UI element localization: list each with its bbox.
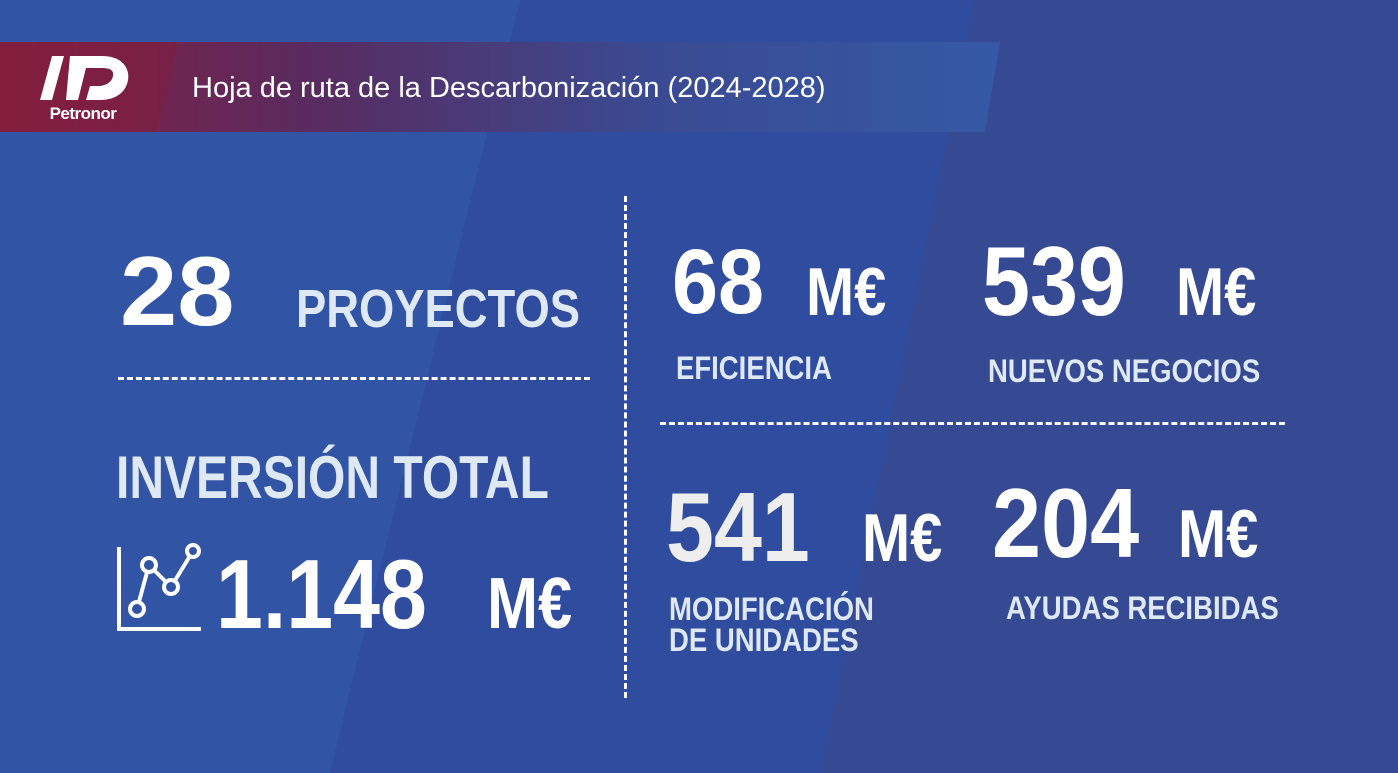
petronor-logo-icon [40, 56, 129, 100]
efficiency-unit: M€ [806, 254, 887, 330]
vertical-divider [624, 196, 627, 698]
line-chart-icon [117, 543, 201, 631]
unit-modification-label-line1: MODIFICACIÓN [669, 591, 874, 627]
investment-unit: M€ [487, 564, 573, 644]
projects-label: PROYECTOS [296, 279, 580, 339]
efficiency-label: EFICIENCIA [676, 350, 832, 386]
header-band [0, 42, 1000, 132]
new-business-label: NUEVOS NEGOCIOS [988, 353, 1261, 389]
logo-text: Petronor [49, 104, 117, 123]
projects-count: 28 [120, 236, 235, 346]
right-divider [660, 422, 1285, 425]
grants-value: 204 [992, 468, 1140, 578]
left-divider [118, 377, 590, 380]
new-business-unit: M€ [1176, 254, 1257, 330]
investment-value: 1.148 [216, 539, 427, 649]
unit-modification-value: 541 [666, 472, 810, 582]
page-title: Hoja de ruta de la Descarbonización (202… [192, 72, 826, 104]
grants-unit: M€ [1178, 496, 1259, 572]
unit-modification-label-line2: DE UNIDADES [669, 622, 859, 658]
investment-label: INVERSIÓN TOTAL [116, 444, 549, 511]
new-business-value: 539 [982, 226, 1126, 336]
efficiency-value: 68 [672, 231, 765, 333]
grants-label: AYUDAS RECIBIDAS [1006, 590, 1279, 626]
unit-modification-unit: M€ [862, 500, 943, 576]
